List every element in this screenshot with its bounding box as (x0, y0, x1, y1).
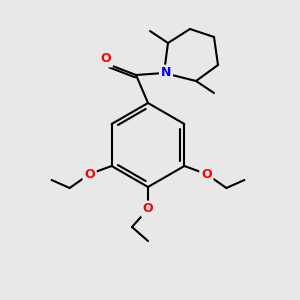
Text: O: O (201, 167, 212, 181)
Text: O: O (84, 167, 95, 181)
Text: O: O (143, 202, 153, 215)
Text: N: N (161, 67, 171, 80)
Text: O: O (101, 52, 111, 65)
